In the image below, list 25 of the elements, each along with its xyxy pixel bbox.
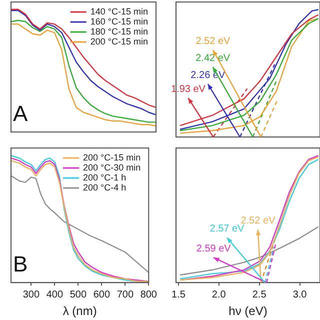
- x-tick-label: 400: [46, 289, 64, 300]
- legend-label: 200 °C-4 h: [83, 182, 126, 192]
- legend-label: 200 °C-1 h: [83, 172, 126, 182]
- x-tick-label: 300: [22, 289, 40, 300]
- annotation: 2.52 eV: [196, 36, 231, 47]
- legend-label: 180 °C-15 min: [90, 26, 148, 36]
- annotation: B: [13, 252, 28, 277]
- x-tick-label: 800: [140, 289, 158, 300]
- x-axis-title: hν (eV): [228, 304, 268, 318]
- x-tick-label: 1.5: [171, 289, 186, 300]
- x-tick-label: 700: [116, 289, 134, 300]
- x-axis-title: λ (nm): [62, 304, 97, 318]
- legend-label: 200 °C-15 min: [83, 152, 141, 162]
- legend-label: 200 °C-30 min: [83, 162, 141, 172]
- annotation: 2.42 eV: [196, 52, 230, 64]
- x-tick-label: 3.0: [292, 289, 308, 300]
- legend-label: 140 °C-15 min: [90, 6, 148, 16]
- annotation: 2.59 eV: [196, 243, 232, 254]
- legend-label: 160 °C-15 min: [90, 16, 148, 26]
- legend-label: 200 °C-15 min: [90, 36, 148, 46]
- x-tick-label: 2.5: [252, 289, 267, 300]
- x-tick-label: 2.0: [212, 289, 226, 300]
- x-tick-label: 500: [70, 289, 87, 300]
- annotation: A: [13, 101, 28, 126]
- x-tick-label: 600: [93, 289, 110, 300]
